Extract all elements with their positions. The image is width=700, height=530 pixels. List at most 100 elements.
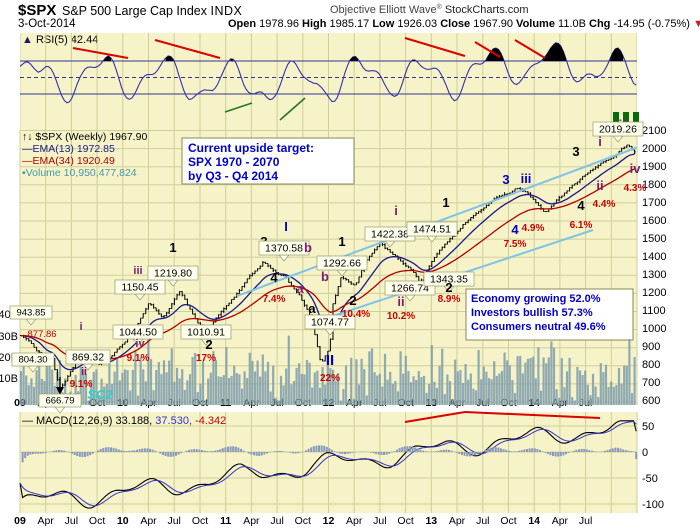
svg-text:Jul: Jul: [476, 515, 489, 527]
svg-text:Apr: Apr: [346, 515, 363, 527]
svg-text:4: 4: [511, 222, 519, 237]
svg-text:i: i: [394, 203, 398, 218]
svg-text:Jul: Jul: [65, 515, 78, 527]
svg-text:877.86: 877.86: [27, 329, 56, 340]
svg-text:7.4%: 7.4%: [263, 294, 286, 305]
svg-text:9.1%: 9.1%: [127, 353, 150, 364]
svg-text:10B: 10B: [0, 373, 18, 385]
svg-text:iii: iii: [133, 265, 142, 277]
svg-text:666.79: 666.79: [45, 396, 74, 407]
svg-text:943.85: 943.85: [16, 308, 45, 319]
svg-text:— MACD(12,26,9) 33.188, 37.530: — MACD(12,26,9) 33.188, 37.530, -4.342: [22, 415, 226, 427]
svg-text:4: 4: [577, 198, 585, 213]
svg-text:2100: 2100: [642, 125, 666, 137]
svg-text:22%: 22%: [320, 373, 340, 384]
svg-text:Oct: Oct: [192, 515, 208, 527]
svg-text:Oct: Oct: [500, 515, 516, 527]
svg-text:Apr: Apr: [38, 515, 55, 527]
svg-text:13: 13: [425, 515, 437, 527]
svg-text:a: a: [308, 301, 316, 316]
svg-text:Jul: Jul: [579, 515, 592, 527]
svg-text:ii: ii: [81, 366, 87, 378]
svg-text:1422.38: 1422.38: [371, 229, 409, 241]
svg-text:i: i: [79, 321, 82, 333]
svg-text:1100: 1100: [642, 305, 666, 317]
svg-text:1150.45: 1150.45: [121, 282, 158, 294]
svg-text:2: 2: [205, 337, 212, 352]
svg-text:1000: 1000: [642, 323, 666, 335]
svg-text:800: 800: [642, 359, 660, 371]
svg-text:-100: -100: [642, 499, 664, 511]
svg-text:Jul: Jul: [167, 515, 180, 527]
svg-text:Apr: Apr: [552, 515, 569, 527]
svg-text:Current upside target:: Current upside target:: [188, 141, 314, 155]
svg-text:50: 50: [642, 421, 654, 433]
svg-text:804.30: 804.30: [18, 355, 47, 366]
svg-text:b: b: [304, 240, 312, 255]
svg-text:SPX 1970 - 2070: SPX 1970 - 2070: [188, 155, 280, 169]
svg-text:1700: 1700: [642, 197, 666, 209]
svg-text:12: 12: [323, 515, 335, 527]
svg-text:4.3%: 4.3%: [624, 183, 647, 194]
svg-text:ii: ii: [397, 294, 404, 309]
svg-text:1219.80: 1219.80: [154, 268, 192, 280]
svg-text:1900: 1900: [642, 161, 666, 173]
svg-text:11: 11: [220, 515, 231, 527]
svg-text:17%: 17%: [196, 353, 216, 364]
svg-text:Apr: Apr: [449, 515, 466, 527]
svg-text:II: II: [326, 352, 334, 369]
svg-text:iv: iv: [630, 161, 642, 176]
svg-text:1400: 1400: [642, 251, 666, 263]
svg-text:—EMA(13) 1972.85: —EMA(13) 1972.85: [22, 143, 115, 155]
svg-text:ii: ii: [596, 178, 603, 193]
svg-text:Investors bullish 57.3%: Investors bullish 57.3%: [471, 307, 593, 319]
svg-text:Economy growing 52.0%: Economy growing 52.0%: [471, 293, 601, 305]
svg-text:0: 0: [642, 447, 648, 459]
svg-text:2: 2: [445, 280, 452, 295]
svg-text:1: 1: [338, 234, 345, 249]
svg-text:iii: iii: [521, 171, 532, 186]
svg-text:1: 1: [169, 240, 176, 255]
svg-text:4: 4: [270, 270, 278, 285]
svg-text:30B: 30B: [0, 331, 18, 343]
svg-text:↑↓ $SPX (Weekly) 1967.90: ↑↓ $SPX (Weekly) 1967.90: [22, 131, 147, 143]
svg-text:4.9%: 4.9%: [522, 223, 545, 234]
svg-text:10: 10: [117, 515, 129, 527]
svg-text:Oct: Oct: [397, 515, 413, 527]
svg-text:1044.50: 1044.50: [119, 327, 157, 339]
svg-text:600: 600: [642, 395, 660, 407]
svg-text:Oct: Oct: [89, 515, 105, 527]
svg-text:1: 1: [442, 195, 449, 210]
svg-text:700: 700: [642, 377, 660, 389]
svg-text:1500: 1500: [642, 233, 666, 245]
svg-text:2019.26: 2019.26: [599, 124, 637, 136]
svg-text:10.2%: 10.2%: [387, 311, 415, 322]
svg-text:7.5%: 7.5%: [504, 239, 527, 250]
svg-text:Oct: Oct: [295, 515, 311, 527]
svg-text:1292.66: 1292.66: [323, 258, 361, 270]
svg-text:Jul: Jul: [373, 515, 386, 527]
svg-text:-50: -50: [642, 473, 658, 485]
svg-text:Jul: Jul: [270, 515, 283, 527]
svg-text:09: 09: [14, 515, 26, 527]
svg-text:1370.58: 1370.58: [265, 243, 303, 255]
svg-text:Apr: Apr: [140, 515, 157, 527]
svg-text:—EMA(34) 1920.49: —EMA(34) 1920.49: [22, 155, 115, 167]
svg-text:1200: 1200: [642, 287, 666, 299]
svg-text:14: 14: [528, 515, 540, 527]
svg-text:10.4%: 10.4%: [342, 309, 370, 320]
svg-text:a: a: [296, 281, 304, 296]
svg-text:1300: 1300: [642, 269, 666, 281]
svg-text:iv: iv: [135, 338, 145, 350]
svg-text:900: 900: [642, 341, 660, 353]
svg-text:SC2: SC2: [87, 387, 113, 402]
svg-text:1474.51: 1474.51: [413, 224, 451, 236]
svg-text:Apr: Apr: [243, 515, 260, 527]
svg-text:b: b: [321, 269, 329, 284]
svg-text:4.4%: 4.4%: [593, 199, 616, 210]
svg-text:I: I: [284, 219, 288, 234]
svg-text:Consumers neutral 49.6%: Consumers neutral 49.6%: [471, 321, 606, 333]
svg-text:3: 3: [572, 144, 579, 159]
svg-text:1600: 1600: [642, 215, 666, 227]
svg-text:869.32: 869.32: [72, 352, 104, 364]
